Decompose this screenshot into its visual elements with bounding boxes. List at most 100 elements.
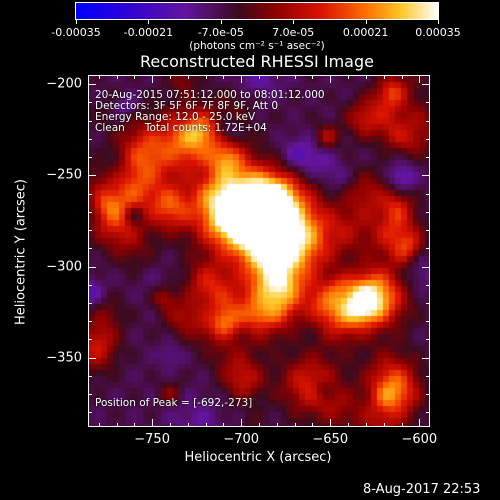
y-major-tick xyxy=(88,357,96,359)
x-minor-tick-top xyxy=(365,75,367,79)
y-minor-tick xyxy=(88,138,92,140)
y-minor-tick-right xyxy=(426,339,430,341)
colorbar-tick xyxy=(220,20,222,24)
y-minor-tick xyxy=(88,284,92,286)
y-minor-tick-right xyxy=(426,284,430,286)
colorbar-tick xyxy=(365,20,367,24)
x-minor-tick xyxy=(259,423,260,427)
time-range-annotation: 20-Aug-2015 07:51:12.000 to 08:01:12.000 xyxy=(95,89,325,101)
y-minor-tick-right xyxy=(426,230,430,232)
colorbar-tick-label: 0.00021 xyxy=(342,26,389,39)
x-tick-label: −600 xyxy=(401,432,438,447)
y-axis-label: Heliocentric Y (arcsec) xyxy=(13,179,29,325)
y-minor-tick xyxy=(88,120,92,122)
y-major-tick-right xyxy=(422,175,430,177)
x-minor-tick-top xyxy=(187,75,189,79)
colorbar-tick xyxy=(438,20,439,24)
colorbar-tick xyxy=(293,20,295,24)
y-minor-tick-right xyxy=(426,120,430,122)
x-minor-tick xyxy=(401,423,403,427)
x-minor-tick-top xyxy=(383,75,385,79)
y-tick-label: −350 xyxy=(46,350,82,366)
y-minor-tick-right xyxy=(426,102,430,104)
y-minor-tick xyxy=(88,394,92,396)
x-minor-tick xyxy=(312,423,314,427)
y-major-tick-right xyxy=(422,266,430,268)
y-minor-tick-right xyxy=(426,157,430,159)
y-minor-tick xyxy=(88,248,92,250)
x-minor-tick-top xyxy=(116,75,118,79)
y-minor-tick xyxy=(88,157,92,159)
x-minor-tick-top xyxy=(259,75,260,79)
y-minor-tick xyxy=(88,321,92,323)
x-major-tick xyxy=(152,419,154,427)
y-minor-tick-right xyxy=(426,375,430,377)
x-minor-tick xyxy=(383,423,385,427)
x-tick-label: −750 xyxy=(134,432,170,447)
y-minor-tick-right xyxy=(426,193,430,195)
x-major-tick-top xyxy=(152,75,154,83)
detectors-annotation: Detectors: 3F 5F 6F 7F 8F 9F, Att 0 xyxy=(95,100,279,112)
energy-range-annotation: Energy Range: 12.0 - 25.0 keV xyxy=(95,111,256,123)
reconstructed-image xyxy=(89,76,429,426)
colorbar-tick-label: -0.00021 xyxy=(123,26,174,39)
y-minor-tick-right xyxy=(426,138,430,140)
y-major-tick-right xyxy=(422,84,430,86)
colorbar-tick xyxy=(76,20,77,24)
x-minor-tick xyxy=(348,423,350,427)
footer-date: 8-Aug-2017 22:53 xyxy=(363,482,481,497)
x-minor-tick xyxy=(187,423,189,427)
y-minor-tick xyxy=(88,375,92,377)
x-tick-label: −650 xyxy=(312,432,349,447)
peak-position-annotation: Position of Peak = [-692,-273] xyxy=(95,397,253,409)
x-minor-tick-top xyxy=(276,75,278,79)
x-major-tick xyxy=(330,419,332,427)
method-counts-annotation: Clean Total counts: 1.72E+04 xyxy=(95,122,267,134)
x-axis-label: Heliocentric X (arcsec) xyxy=(184,450,332,465)
y-minor-tick-right xyxy=(426,248,430,250)
x-major-tick-top xyxy=(330,75,332,83)
x-minor-tick xyxy=(365,423,367,427)
x-major-tick-top xyxy=(419,75,421,83)
y-tick-label: −200 xyxy=(46,76,82,92)
y-minor-tick xyxy=(88,412,92,414)
y-major-tick xyxy=(88,175,96,177)
colorbar-gradient xyxy=(76,3,438,19)
image-plot-area: 20-Aug-2015 07:51:12.000 to 08:01:12.000… xyxy=(88,75,430,427)
colorbar-tick-label: -7.0e-05 xyxy=(197,26,244,39)
y-minor-tick-right xyxy=(426,394,430,396)
x-major-tick-top xyxy=(241,75,243,83)
y-minor-tick-right xyxy=(426,302,430,304)
x-minor-tick xyxy=(134,423,136,427)
x-minor-tick-top xyxy=(223,75,225,79)
y-minor-tick xyxy=(88,211,92,213)
y-minor-tick xyxy=(88,230,92,232)
colorbar-units-label: (photons cm⁻² s⁻¹ asec⁻²) xyxy=(189,40,325,52)
x-minor-tick xyxy=(169,423,171,427)
x-minor-tick-top xyxy=(169,75,171,79)
x-major-tick xyxy=(241,419,243,427)
x-minor-tick-top xyxy=(312,75,314,79)
y-minor-tick-right xyxy=(426,321,430,323)
x-minor-tick xyxy=(98,423,100,427)
y-tick-label: −250 xyxy=(46,167,82,183)
x-minor-tick xyxy=(116,423,118,427)
x-minor-tick xyxy=(223,423,225,427)
x-minor-tick-top xyxy=(348,75,350,79)
x-major-tick xyxy=(419,419,421,427)
colorbar-tick-label: 7.0e-05 xyxy=(272,26,315,39)
y-tick-label: −300 xyxy=(46,259,82,274)
colorbar-tick xyxy=(148,20,150,24)
colorbar-tick-label: 0.00035 xyxy=(415,26,461,39)
y-minor-tick xyxy=(88,193,92,195)
x-minor-tick-top xyxy=(98,75,100,79)
y-major-tick-right xyxy=(422,357,430,359)
y-minor-tick xyxy=(88,102,92,104)
x-minor-tick xyxy=(276,423,278,427)
plot-title: Reconstructed RHESSI Image xyxy=(140,52,374,71)
x-minor-tick xyxy=(294,423,296,427)
y-minor-tick xyxy=(88,302,92,304)
colorbar xyxy=(75,2,439,20)
x-minor-tick-top xyxy=(294,75,296,79)
y-minor-tick-right xyxy=(426,412,430,414)
